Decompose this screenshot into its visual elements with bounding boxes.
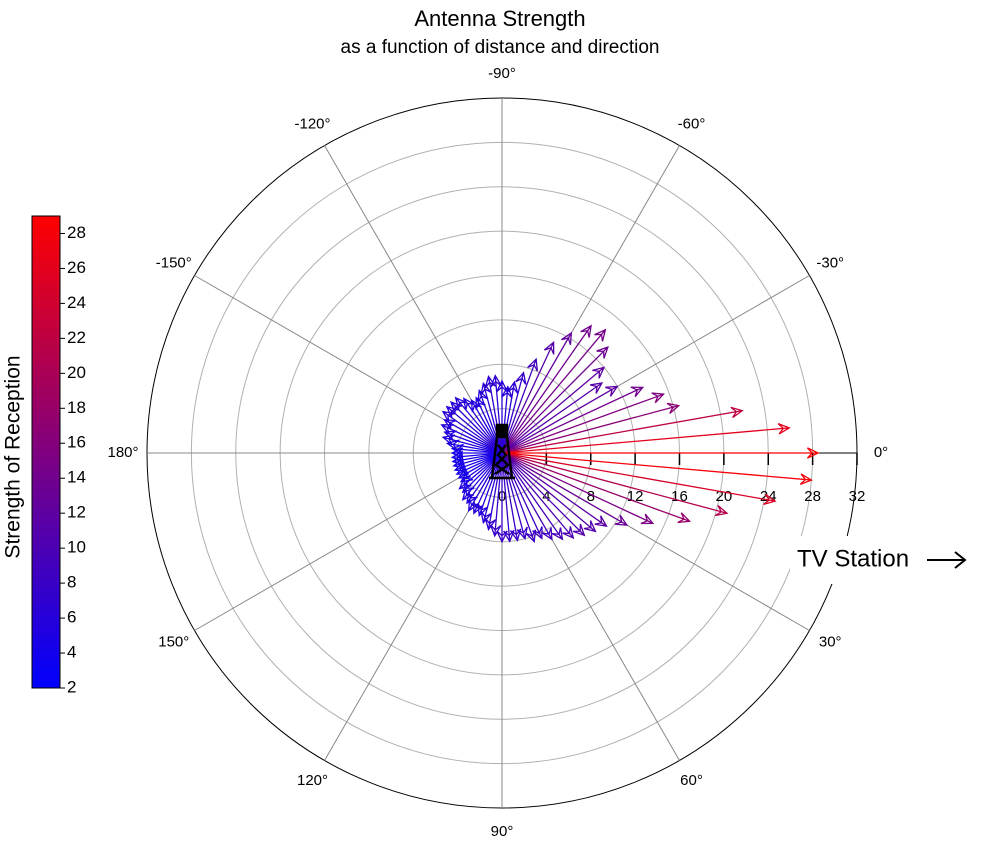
theta-tick-label: 30° [819,633,842,650]
colorbar-tick-label: 22 [67,328,86,347]
vector-arrow [501,382,604,454]
theta-tick-label: -30° [816,254,844,271]
r-tick-label: 32 [849,488,866,505]
theta-tick-label: 120° [297,772,328,789]
colorbar-tick-label: 10 [67,538,86,557]
plot: 0° -30° -60° -90° -120° -150° 180° 150° 120° 90° 6… [107,65,888,840]
annotation-arrow [927,551,967,569]
vector-arrow [501,402,681,454]
tower-icon [489,423,515,480]
vector-arrow [501,452,575,540]
colorbar [31,215,61,689]
colorbar-tick-label: 16 [67,433,86,452]
vector-arrow [477,389,503,454]
vector-arrow [501,385,513,454]
vector-arrow [501,328,607,454]
vector-arrow [501,346,609,454]
theta-tick-label: 60° [680,772,703,789]
theta-tick-label: 0° [874,444,888,461]
colorbar-tick-label: 18 [67,398,86,417]
colorbar-tick-label: 20 [67,363,86,382]
vector-arrow [501,324,592,454]
colorbar-label: Strength of Reception [2,355,25,558]
theta-tick-label: 150° [158,633,189,650]
vector-arrow [501,422,791,454]
vector-arrow [443,418,503,454]
r-tick-label: 16 [671,488,688,505]
vector-arrow [501,392,665,454]
vector-arrow [502,447,820,459]
colorbar-tick-label: 26 [67,258,86,277]
vector-arrow [501,452,813,485]
vector-arrow [501,452,655,525]
vector-arrow [501,452,537,544]
vector-arrow [490,374,503,454]
vector-arrow [501,452,692,524]
vector-arrow [501,452,777,506]
chart-title: Antenna Strength [414,6,585,31]
colorbar-tick-label: 2 [67,677,76,696]
colorbar-tick-label: 8 [67,573,76,592]
vector-arrow [475,396,503,454]
theta-tick-label: 180° [107,444,138,461]
vector-arrow [501,452,597,533]
r-tick-label: 12 [627,488,644,505]
vector-arrow [443,430,503,454]
vector-arrow [501,406,744,454]
vector-arrow [501,341,555,454]
vector-arrow [501,331,573,454]
colorbar-tick-label: 24 [67,293,86,312]
colorbar-tick-label: 14 [67,468,86,487]
vector-arrow [501,371,527,454]
theta-tick-label: -90° [488,65,516,82]
theta-tick-label: 90° [491,823,514,840]
r-tick-label: 28 [804,488,821,505]
vector-arrow [501,452,729,517]
vector-arrow [501,452,629,526]
theta-tick-label: -150° [156,254,192,271]
colorbar-tick-label: 12 [67,503,86,522]
vector-arrow [501,380,519,454]
theta-tick-label: -120° [294,116,330,133]
chart-subtitle: as a function of distance and direction [341,37,660,58]
colorbar-tick-label: 28 [67,223,86,242]
theta-tick-label: -60° [678,116,706,133]
colorbar-tick-label: 6 [67,608,76,627]
grid-spoke [194,452,503,631]
r-tick-label: 8 [587,488,595,505]
vector-arrow [501,386,645,454]
vector-arrow [501,385,619,454]
vector-arrow [480,381,503,454]
annotation: TV Station [797,545,909,572]
vector-arrow [501,452,608,528]
vector-arrow [501,452,564,541]
colorbar-tick-label: 4 [67,643,76,662]
vector-arrow [501,452,586,537]
vector-arrow [484,452,503,531]
vector-arrow [501,366,606,454]
